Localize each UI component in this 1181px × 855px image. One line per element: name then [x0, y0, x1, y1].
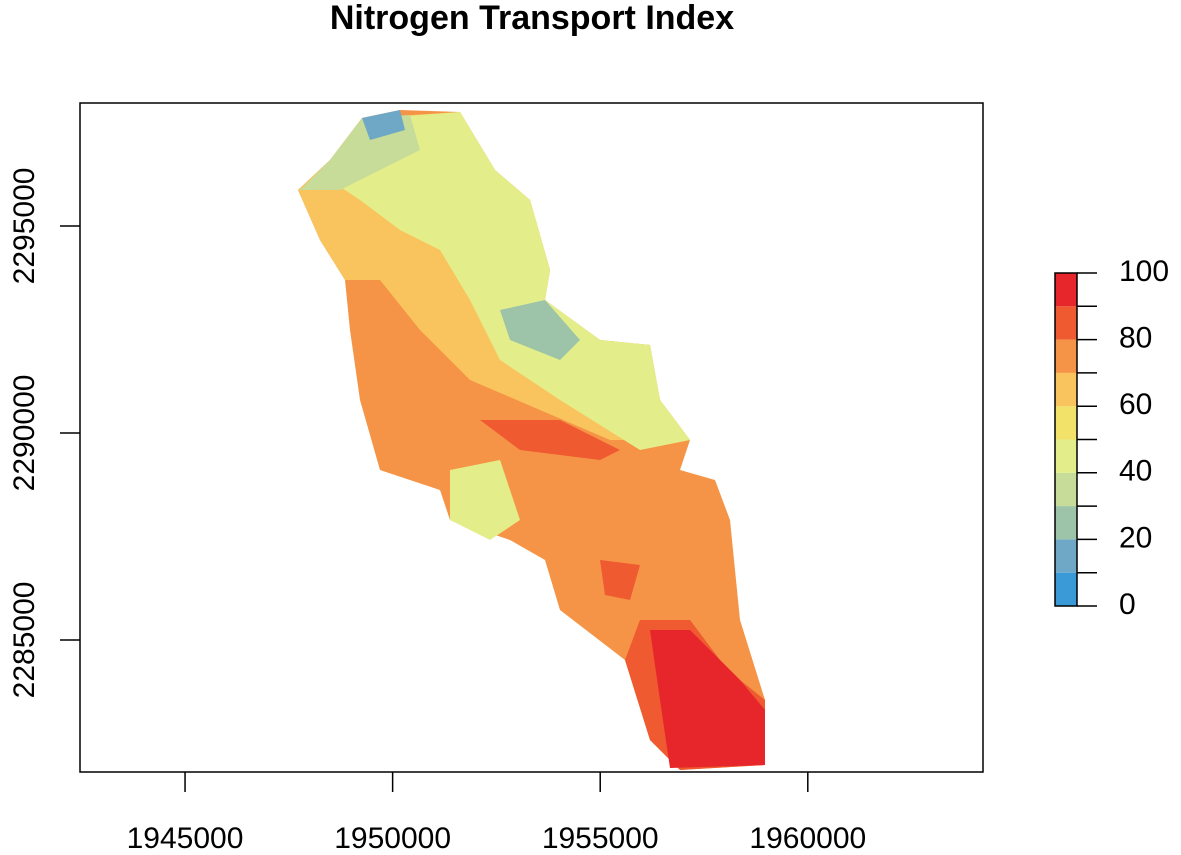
- legend-bin: [1055, 572, 1077, 606]
- legend-bin: [1055, 372, 1077, 407]
- raster-zone: [362, 110, 405, 140]
- y-tick-label: 2285000: [8, 582, 41, 699]
- legend-bin: [1055, 339, 1077, 373]
- raster-zone: [480, 420, 620, 460]
- legend-bin: [1055, 472, 1077, 507]
- legend-bin: [1055, 306, 1077, 340]
- legend-bin: [1055, 506, 1077, 540]
- x-tick-label: 1945000: [127, 822, 244, 855]
- raster-zone: [450, 460, 520, 540]
- legend-label: 40: [1119, 455, 1152, 488]
- legend-label: 80: [1119, 322, 1152, 355]
- x-tick-label: 1960000: [749, 822, 866, 855]
- legend-label: 60: [1119, 388, 1152, 421]
- y-tick-label: 2295000: [8, 168, 41, 285]
- y-tick-label: 2290000: [8, 375, 41, 492]
- legend-label: 100: [1119, 255, 1169, 288]
- legend-label: 0: [1119, 588, 1136, 621]
- raster-zone: [330, 112, 690, 450]
- raster-zone: [650, 630, 765, 768]
- legend-bin: [1055, 439, 1077, 473]
- chart-title: Nitrogen Transport Index: [330, 0, 734, 37]
- legend-label: 20: [1119, 521, 1152, 554]
- plot-frame: [79, 102, 984, 773]
- legend-bin: [1055, 539, 1077, 573]
- x-tick-label: 1950000: [334, 822, 451, 855]
- legend-bin: [1055, 406, 1077, 440]
- raster-zone: [600, 560, 640, 600]
- raster-zone: [500, 300, 580, 360]
- legend-bin: [1055, 273, 1077, 307]
- x-tick-label: 1955000: [542, 822, 659, 855]
- raster: [298, 110, 765, 770]
